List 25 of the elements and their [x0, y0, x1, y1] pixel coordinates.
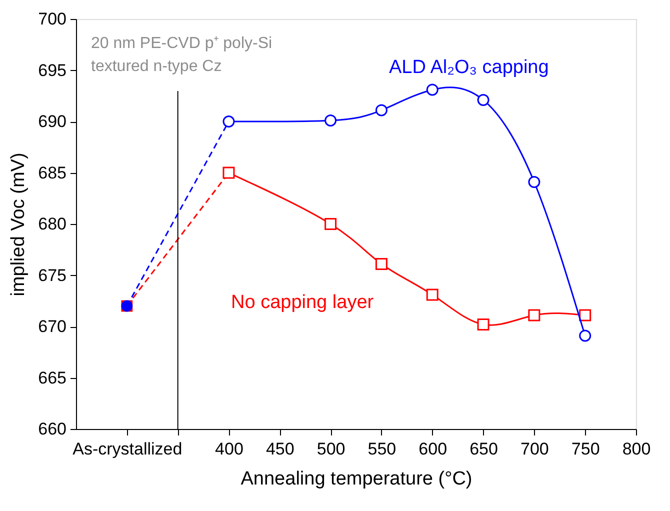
y-tick-label: 690 — [38, 112, 66, 131]
x-tick-label: 800 — [622, 440, 651, 458]
x-tick-label: 450 — [266, 440, 294, 458]
y-tick-label: 675 — [38, 266, 66, 285]
y-tick-label: 660 — [38, 420, 66, 438]
x-tick-label: As-crystallized — [72, 440, 182, 458]
y-axis-title: implied Voc (mV) — [8, 152, 30, 296]
x-tick-label: 600 — [418, 440, 448, 458]
x-tick-label: 650 — [470, 440, 498, 458]
annotation: 20 nm PE-CVD p⁺ poly-Si — [91, 35, 272, 52]
x-axis-title: Annealing temperature (°C) — [240, 468, 472, 490]
y-tick-label: 700 — [38, 10, 66, 28]
y-tick-label: 670 — [38, 317, 66, 336]
y-tick-label: 680 — [38, 214, 66, 234]
annotation: textured n-type Cz — [91, 58, 222, 75]
y-tick-label: 685 — [38, 163, 66, 182]
x-tick-label: 400 — [215, 440, 244, 458]
x-tick-label: 750 — [571, 440, 600, 458]
x-tick-label: 550 — [368, 440, 396, 458]
y-tick-label: 665 — [38, 368, 66, 388]
series-label: ALD Al₂O₃ capping — [389, 57, 549, 78]
y-tick-label: 695 — [38, 60, 66, 80]
series-label: No capping layer — [231, 292, 374, 313]
x-tick-label: 500 — [316, 440, 346, 458]
x-tick-label: 700 — [520, 440, 549, 458]
